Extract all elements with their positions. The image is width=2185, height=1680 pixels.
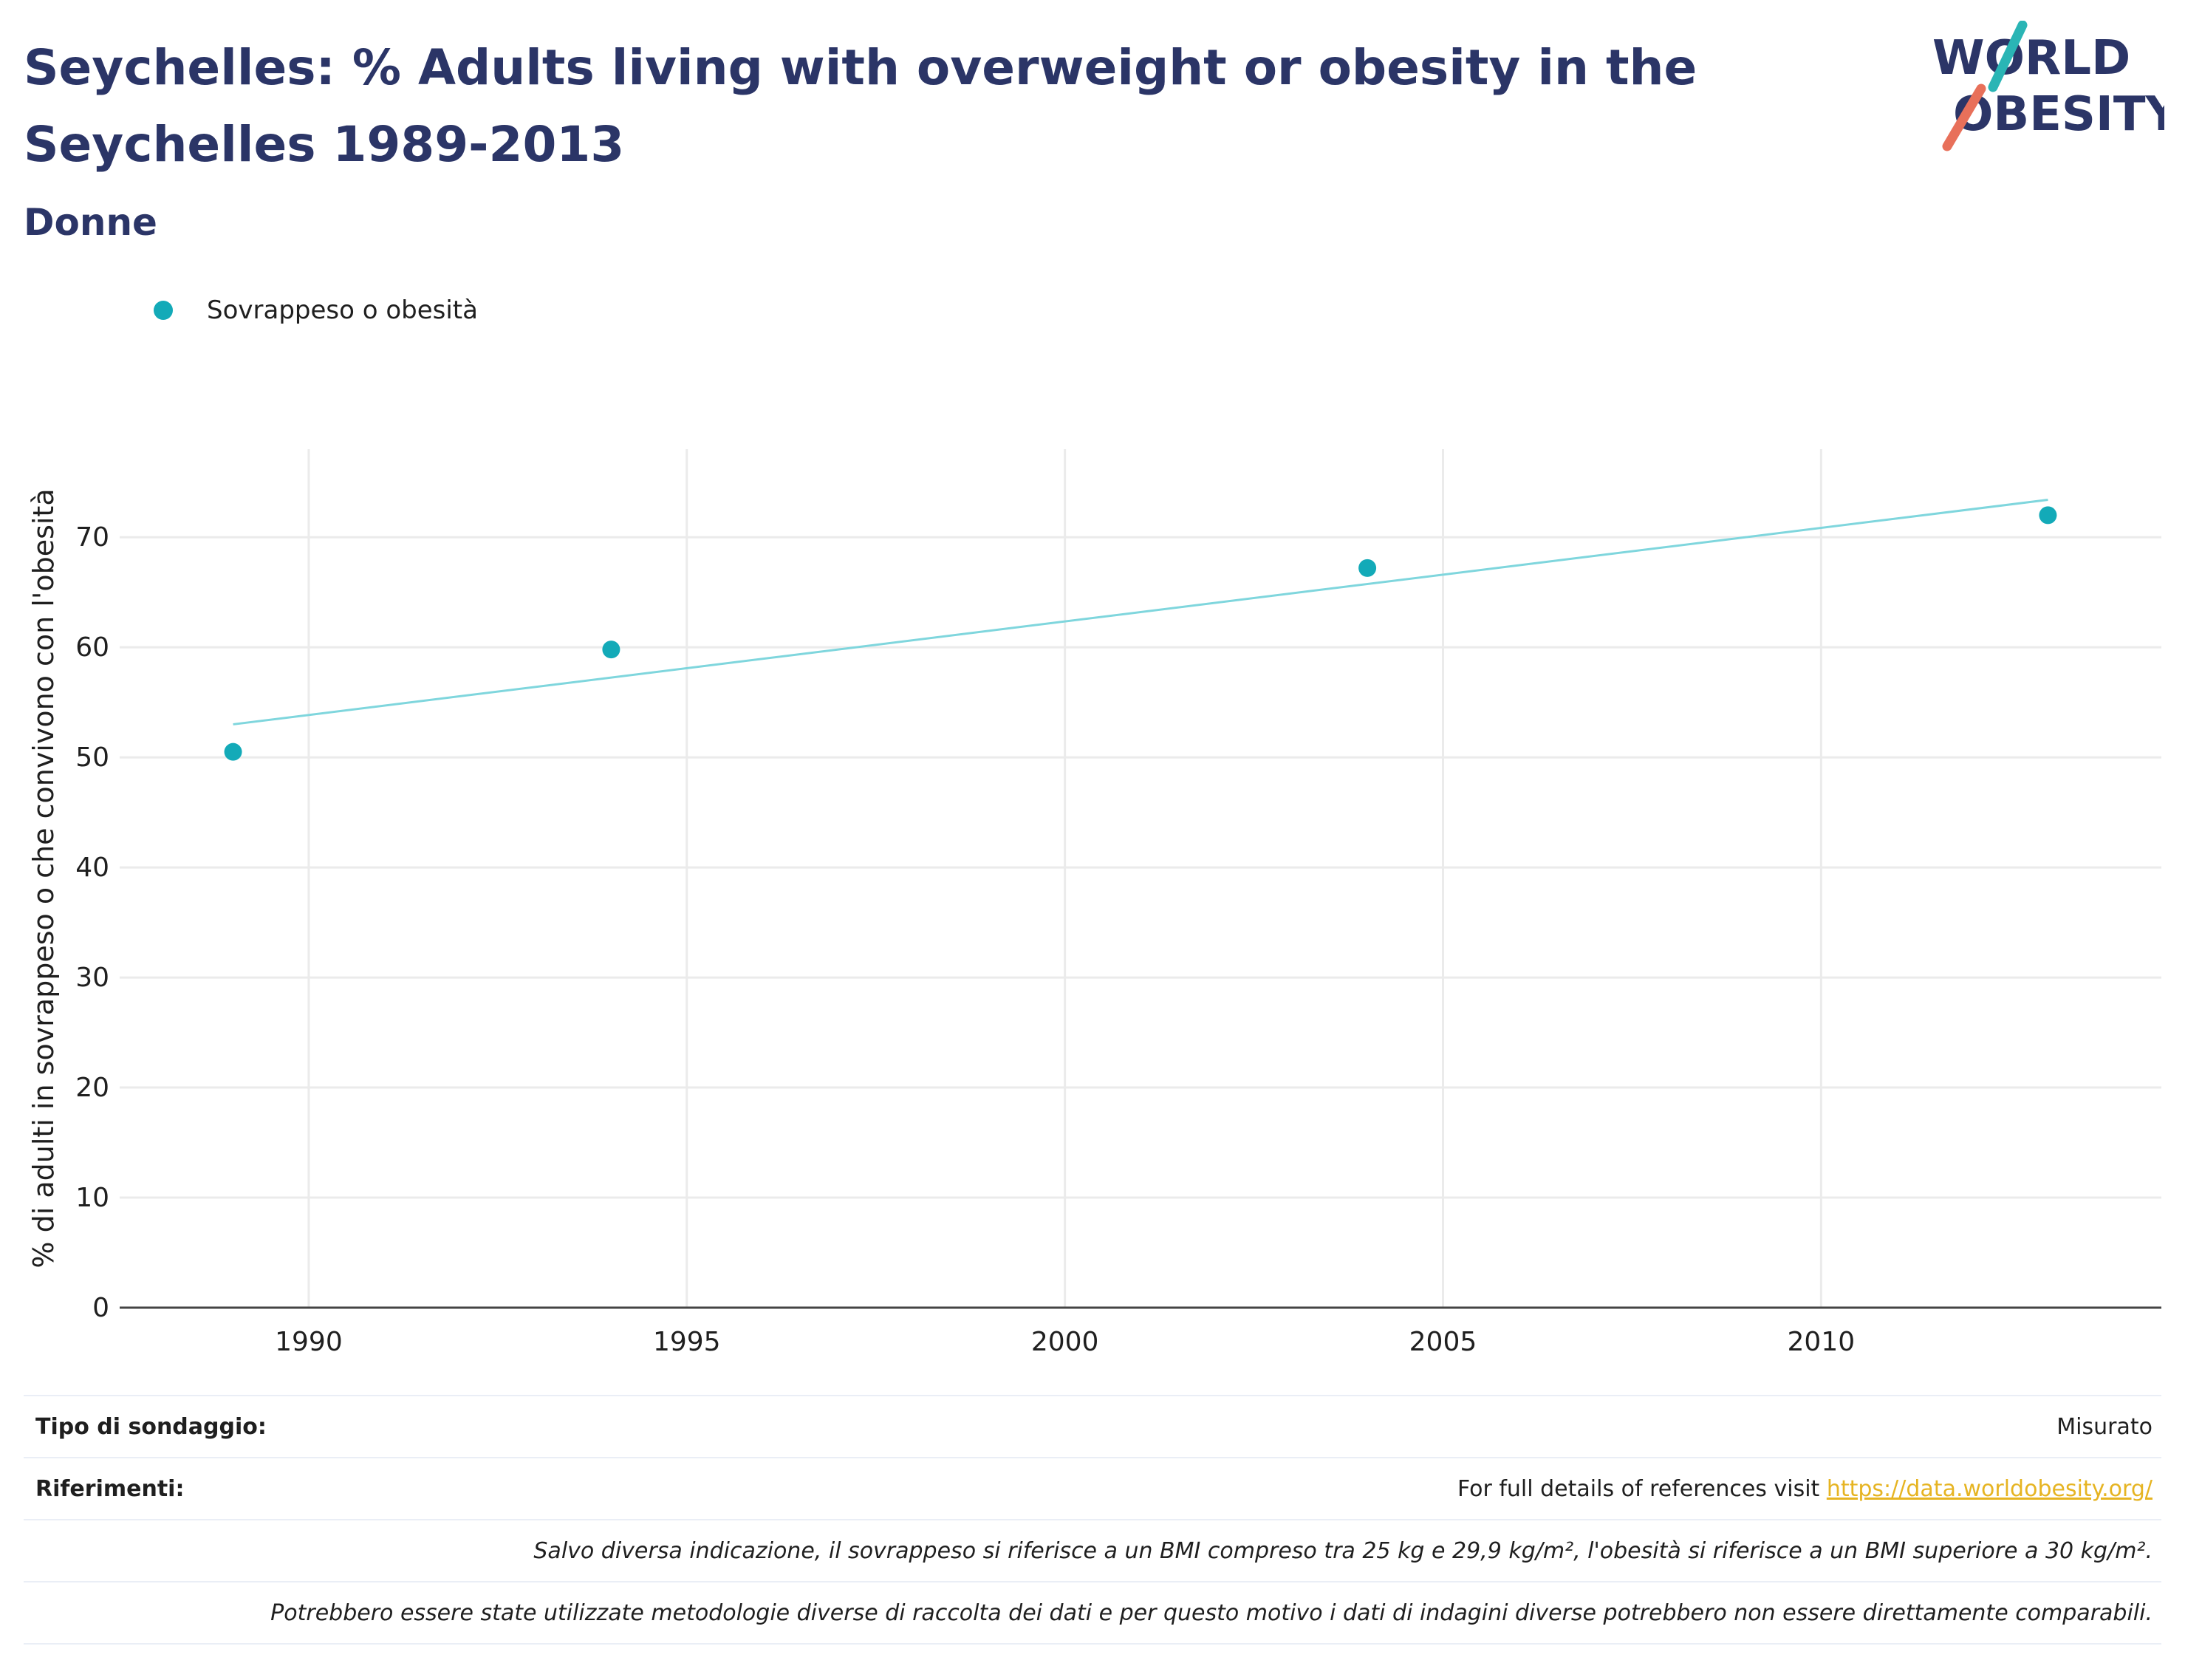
y-tick-label: 20 xyxy=(75,1073,109,1103)
data-point xyxy=(224,742,242,761)
logo-teal-slash xyxy=(1988,21,2028,92)
survey-type-row: Tipo di sondaggio: Misurato xyxy=(24,1395,2161,1457)
references-link[interactable]: https://data.worldobesity.org/ xyxy=(1826,1475,2152,1502)
x-tick-label: 1990 xyxy=(275,1327,343,1357)
y-tick-label: 10 xyxy=(75,1183,109,1213)
logo-line1: WORLD xyxy=(1932,31,2130,86)
chart-subtitle: Donne xyxy=(24,201,157,244)
references-text: For full details of references visit xyxy=(1457,1475,1827,1502)
chart-footer: Tipo di sondaggio: Misurato Riferimenti:… xyxy=(24,1395,2161,1645)
methods-note-row: Potrebbero essere state utilizzate metod… xyxy=(24,1581,2161,1645)
survey-type-label: Tipo di sondaggio: xyxy=(35,1413,267,1440)
y-tick-label: 60 xyxy=(75,632,109,663)
data-point xyxy=(602,641,620,659)
y-tick-label: 40 xyxy=(75,853,109,883)
legend-marker xyxy=(154,301,173,320)
trend-line xyxy=(233,499,2048,725)
y-tick-label: 0 xyxy=(92,1293,109,1323)
x-tick-label: 2010 xyxy=(1788,1327,1856,1357)
logo-coral-slash xyxy=(1942,83,1986,151)
data-point xyxy=(2039,506,2057,525)
data-point xyxy=(1358,559,1377,577)
chart-title: Seychelles: % Adults living with overwei… xyxy=(24,39,1697,173)
x-tick-label: 2000 xyxy=(1031,1327,1099,1357)
y-tick-label: 30 xyxy=(75,963,109,993)
survey-type-value: Misurato xyxy=(2056,1413,2152,1440)
y-tick-label: 50 xyxy=(75,742,109,773)
world-obesity-logo: WORLD OBESITY xyxy=(1932,21,2164,151)
legend[interactable]: Sovrappeso o obesità xyxy=(154,296,478,325)
methods-note: Potrebbero essere state utilizzate metod… xyxy=(270,1599,2152,1626)
logo-line2: OBESITY xyxy=(1953,87,2164,142)
references-row: Riferimenti: For full details of referen… xyxy=(24,1457,2161,1519)
bmi-note-row: Salvo diversa indicazione, il sovrappeso… xyxy=(24,1519,2161,1581)
y-axis-label: % di adulti in sovrappeso o che convivon… xyxy=(27,488,60,1268)
references-value: For full details of references visit htt… xyxy=(1457,1476,2161,1502)
y-tick-label: 70 xyxy=(75,522,109,553)
x-tick-label: 2005 xyxy=(1409,1327,1477,1357)
references-label: Riferimenti: xyxy=(35,1475,185,1502)
x-tick-label: 1995 xyxy=(653,1327,721,1357)
scatter-chart: 1990 1995 2000 2005 2010 0 10 20 30 40 50 60 70 % di … xyxy=(27,449,2161,1357)
bmi-note: Salvo diversa indicazione, il sovrappeso… xyxy=(533,1537,2152,1564)
legend-label: Sovrappeso o obesità xyxy=(207,296,478,325)
